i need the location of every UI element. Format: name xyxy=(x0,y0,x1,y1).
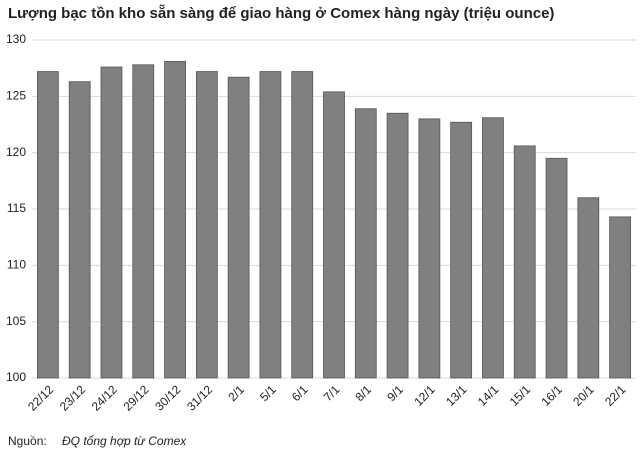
x-tick-label: 12/1 xyxy=(411,382,438,409)
bar xyxy=(195,71,218,379)
x-tick-label: 29/12 xyxy=(120,382,151,413)
source: ĐQ tổng hợp từ Comex xyxy=(62,434,187,448)
bar xyxy=(513,145,536,379)
x-tick-label: 30/12 xyxy=(152,382,183,413)
x-tick-label: 24/12 xyxy=(89,382,120,413)
x-tick-label: 15/1 xyxy=(507,382,534,409)
x-tick-label: 7/1 xyxy=(321,382,343,404)
x-tick-label: 5/1 xyxy=(257,382,279,404)
bar xyxy=(418,118,441,379)
bar xyxy=(609,216,631,379)
bar xyxy=(386,112,409,379)
x-tick-label: 20/1 xyxy=(570,382,597,409)
bar xyxy=(132,64,155,379)
bar xyxy=(482,117,504,379)
bar xyxy=(259,71,282,379)
y-tick-label: 115 xyxy=(7,201,26,215)
x-tick-label: 22/12 xyxy=(25,382,56,413)
bar xyxy=(291,71,314,379)
x-tick-label: 8/1 xyxy=(352,382,374,404)
bar xyxy=(37,71,59,379)
x-tick-label: 14/1 xyxy=(475,382,502,409)
x-tick-label: 13/1 xyxy=(443,382,470,409)
bar xyxy=(100,66,123,379)
bar xyxy=(577,197,600,379)
y-tick-label: 100 xyxy=(6,370,26,384)
source-label: Nguồn: xyxy=(8,434,47,448)
x-tick-label: 16/1 xyxy=(538,382,565,409)
bar xyxy=(450,121,473,379)
bar xyxy=(354,108,377,379)
bar xyxy=(545,157,568,379)
chart-title: Lượng bạc tồn kho sẵn sàng để giao hàng … xyxy=(8,5,554,22)
x-tick-label: 22/1 xyxy=(602,382,629,409)
x-tick-label: 23/12 xyxy=(57,382,88,413)
bar xyxy=(323,91,345,379)
y-tick-label: 120 xyxy=(6,145,26,159)
bar xyxy=(68,81,91,379)
y-tick-label: 125 xyxy=(6,89,26,103)
y-tick-label: 110 xyxy=(7,258,26,272)
y-tick-label: 105 xyxy=(6,314,26,328)
y-tick-label: 130 xyxy=(6,32,26,46)
bar xyxy=(164,61,186,379)
x-tick-label: 2/1 xyxy=(225,382,247,404)
bar xyxy=(227,76,250,379)
x-tick-label: 31/12 xyxy=(184,382,215,413)
x-tick-label: 9/1 xyxy=(384,382,406,404)
x-tick-label: 6/1 xyxy=(289,382,311,404)
